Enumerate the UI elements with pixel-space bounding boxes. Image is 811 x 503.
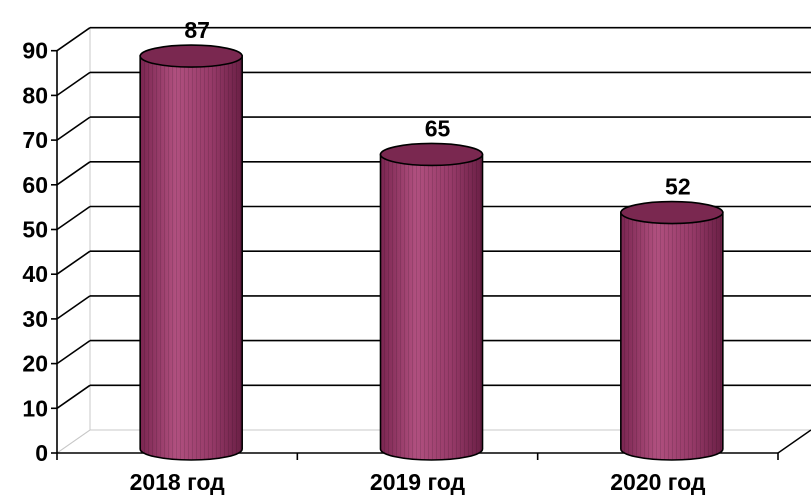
bars-layer	[139, 44, 724, 461]
y-tick-label: 90	[22, 38, 48, 64]
bar-texture	[620, 212, 723, 461]
y-tick-label: 80	[22, 82, 48, 108]
gridline-depth	[56, 250, 91, 275]
y-tick-label: 40	[22, 261, 48, 287]
x-tick-label: 2020 год	[610, 469, 706, 495]
bar-texture	[140, 56, 243, 461]
data-label: 65	[425, 115, 451, 141]
y-tick-label: 0	[35, 440, 48, 466]
gridline-depth	[56, 295, 91, 320]
y-tick-label: 10	[22, 395, 48, 421]
gridline-depth	[56, 71, 91, 97]
y-tick-label: 30	[22, 306, 48, 332]
y-tick-label: 70	[22, 127, 48, 153]
gridline-depth	[56, 384, 91, 409]
gridline-depth	[56, 27, 91, 52]
data-label: 52	[665, 174, 691, 200]
gridline-depth	[56, 339, 91, 365]
bar-top	[139, 44, 243, 68]
y-tick-label: 50	[22, 217, 48, 243]
data-label: 87	[184, 17, 210, 43]
gridline-depth	[56, 161, 91, 186]
floor-right-edge	[777, 429, 811, 454]
gridline-depth	[56, 205, 91, 231]
bar-top	[379, 142, 484, 167]
x-tick-label: 2019 год	[370, 469, 466, 495]
bar-top	[620, 200, 724, 225]
bar-texture	[380, 154, 483, 461]
gridline-depth	[56, 116, 91, 141]
y-tick-label: 20	[22, 351, 48, 377]
labels-layer: 0 10 20 30 40 50 60 70 80 90 87 2018 год 65 2019 год 5…	[22, 17, 705, 495]
y-tick-label: 60	[22, 172, 48, 198]
x-tick-label: 2018 год	[130, 469, 226, 495]
